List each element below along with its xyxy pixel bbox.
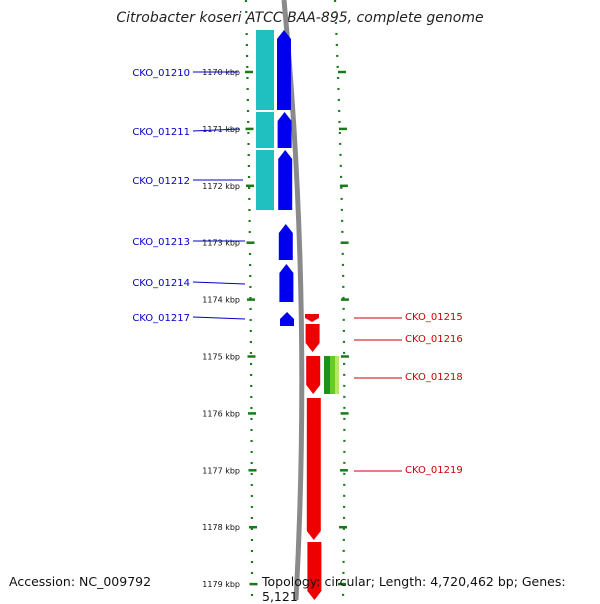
minus-gene-arrow[interactable] [277, 112, 292, 148]
gene-label[interactable]: CKO_01216 [405, 334, 463, 345]
plus-gene-arrow[interactable] [306, 398, 321, 540]
minus-gene-arrow[interactable] [277, 30, 291, 110]
kbp-tick-label: 1178 kbp [202, 523, 240, 532]
kbp-tick-label: 1177 kbp [202, 466, 240, 475]
green-feature-block [330, 356, 335, 394]
gene-label[interactable]: CKO_01217 [132, 313, 190, 324]
minus-gene-arrow[interactable] [278, 224, 293, 260]
right-gene-labels[interactable]: CKO_01215 CKO_01216 CKO_01218 CKO_01219 [354, 312, 463, 476]
plus-gene-arrow[interactable] [307, 542, 322, 600]
gene-label[interactable]: CKO_01213 [132, 237, 190, 248]
gene-label[interactable]: CKO_01212 [132, 176, 190, 187]
plus-gene-arrow[interactable] [306, 356, 321, 394]
green-feature-track [324, 356, 339, 394]
gene-label-leader [192, 281, 246, 285]
gene-label[interactable]: CKO_01211 [132, 127, 190, 138]
accession-text: Accession: NC_009792 [9, 574, 152, 589]
minus-gene-arrow[interactable] [278, 150, 293, 210]
kbp-tick-label: 1173 kbp [202, 239, 240, 248]
plus-gene-arrow[interactable] [305, 314, 319, 322]
cyan-feature-block [256, 30, 274, 110]
gene-label[interactable]: CKO_01218 [405, 372, 463, 383]
gene-label[interactable]: CKO_01215 [405, 312, 463, 323]
kbp-tick-label: 1174 kbp [202, 296, 240, 305]
green-feature-block [335, 356, 339, 394]
cyan-feature-track [256, 30, 274, 210]
minus-gene-arrow[interactable] [280, 312, 294, 326]
kbp-tick-label: 1175 kbp [202, 353, 240, 362]
minus-gene-arrow[interactable] [279, 264, 294, 302]
gene-label[interactable]: CKO_01214 [132, 278, 190, 289]
map-title: Citrobacter koseri ATCC BAA-895, complet… [116, 10, 484, 26]
gene-label-leader [192, 316, 246, 320]
gene-label[interactable]: CKO_01210 [132, 68, 190, 79]
plus-gene-arrow[interactable] [305, 324, 320, 352]
plus-strand-genes[interactable] [305, 314, 322, 600]
cyan-feature-block [256, 112, 274, 148]
left-gene-labels[interactable]: CKO_01210 CKO_01211 CKO_01212 CKO_01213 CKO_… [132, 68, 246, 324]
kbp-tick-label: 1176 kbp [202, 409, 240, 418]
gene-label[interactable]: CKO_01219 [405, 465, 463, 476]
gene-label-leader [192, 128, 241, 132]
kbp-tick-label: 1172 kbp [202, 182, 240, 191]
green-feature-block [324, 356, 330, 394]
cyan-feature-block [256, 150, 274, 210]
minus-strand-genes[interactable] [277, 30, 294, 326]
kbp-tick-label: 1179 kbp [202, 580, 240, 589]
